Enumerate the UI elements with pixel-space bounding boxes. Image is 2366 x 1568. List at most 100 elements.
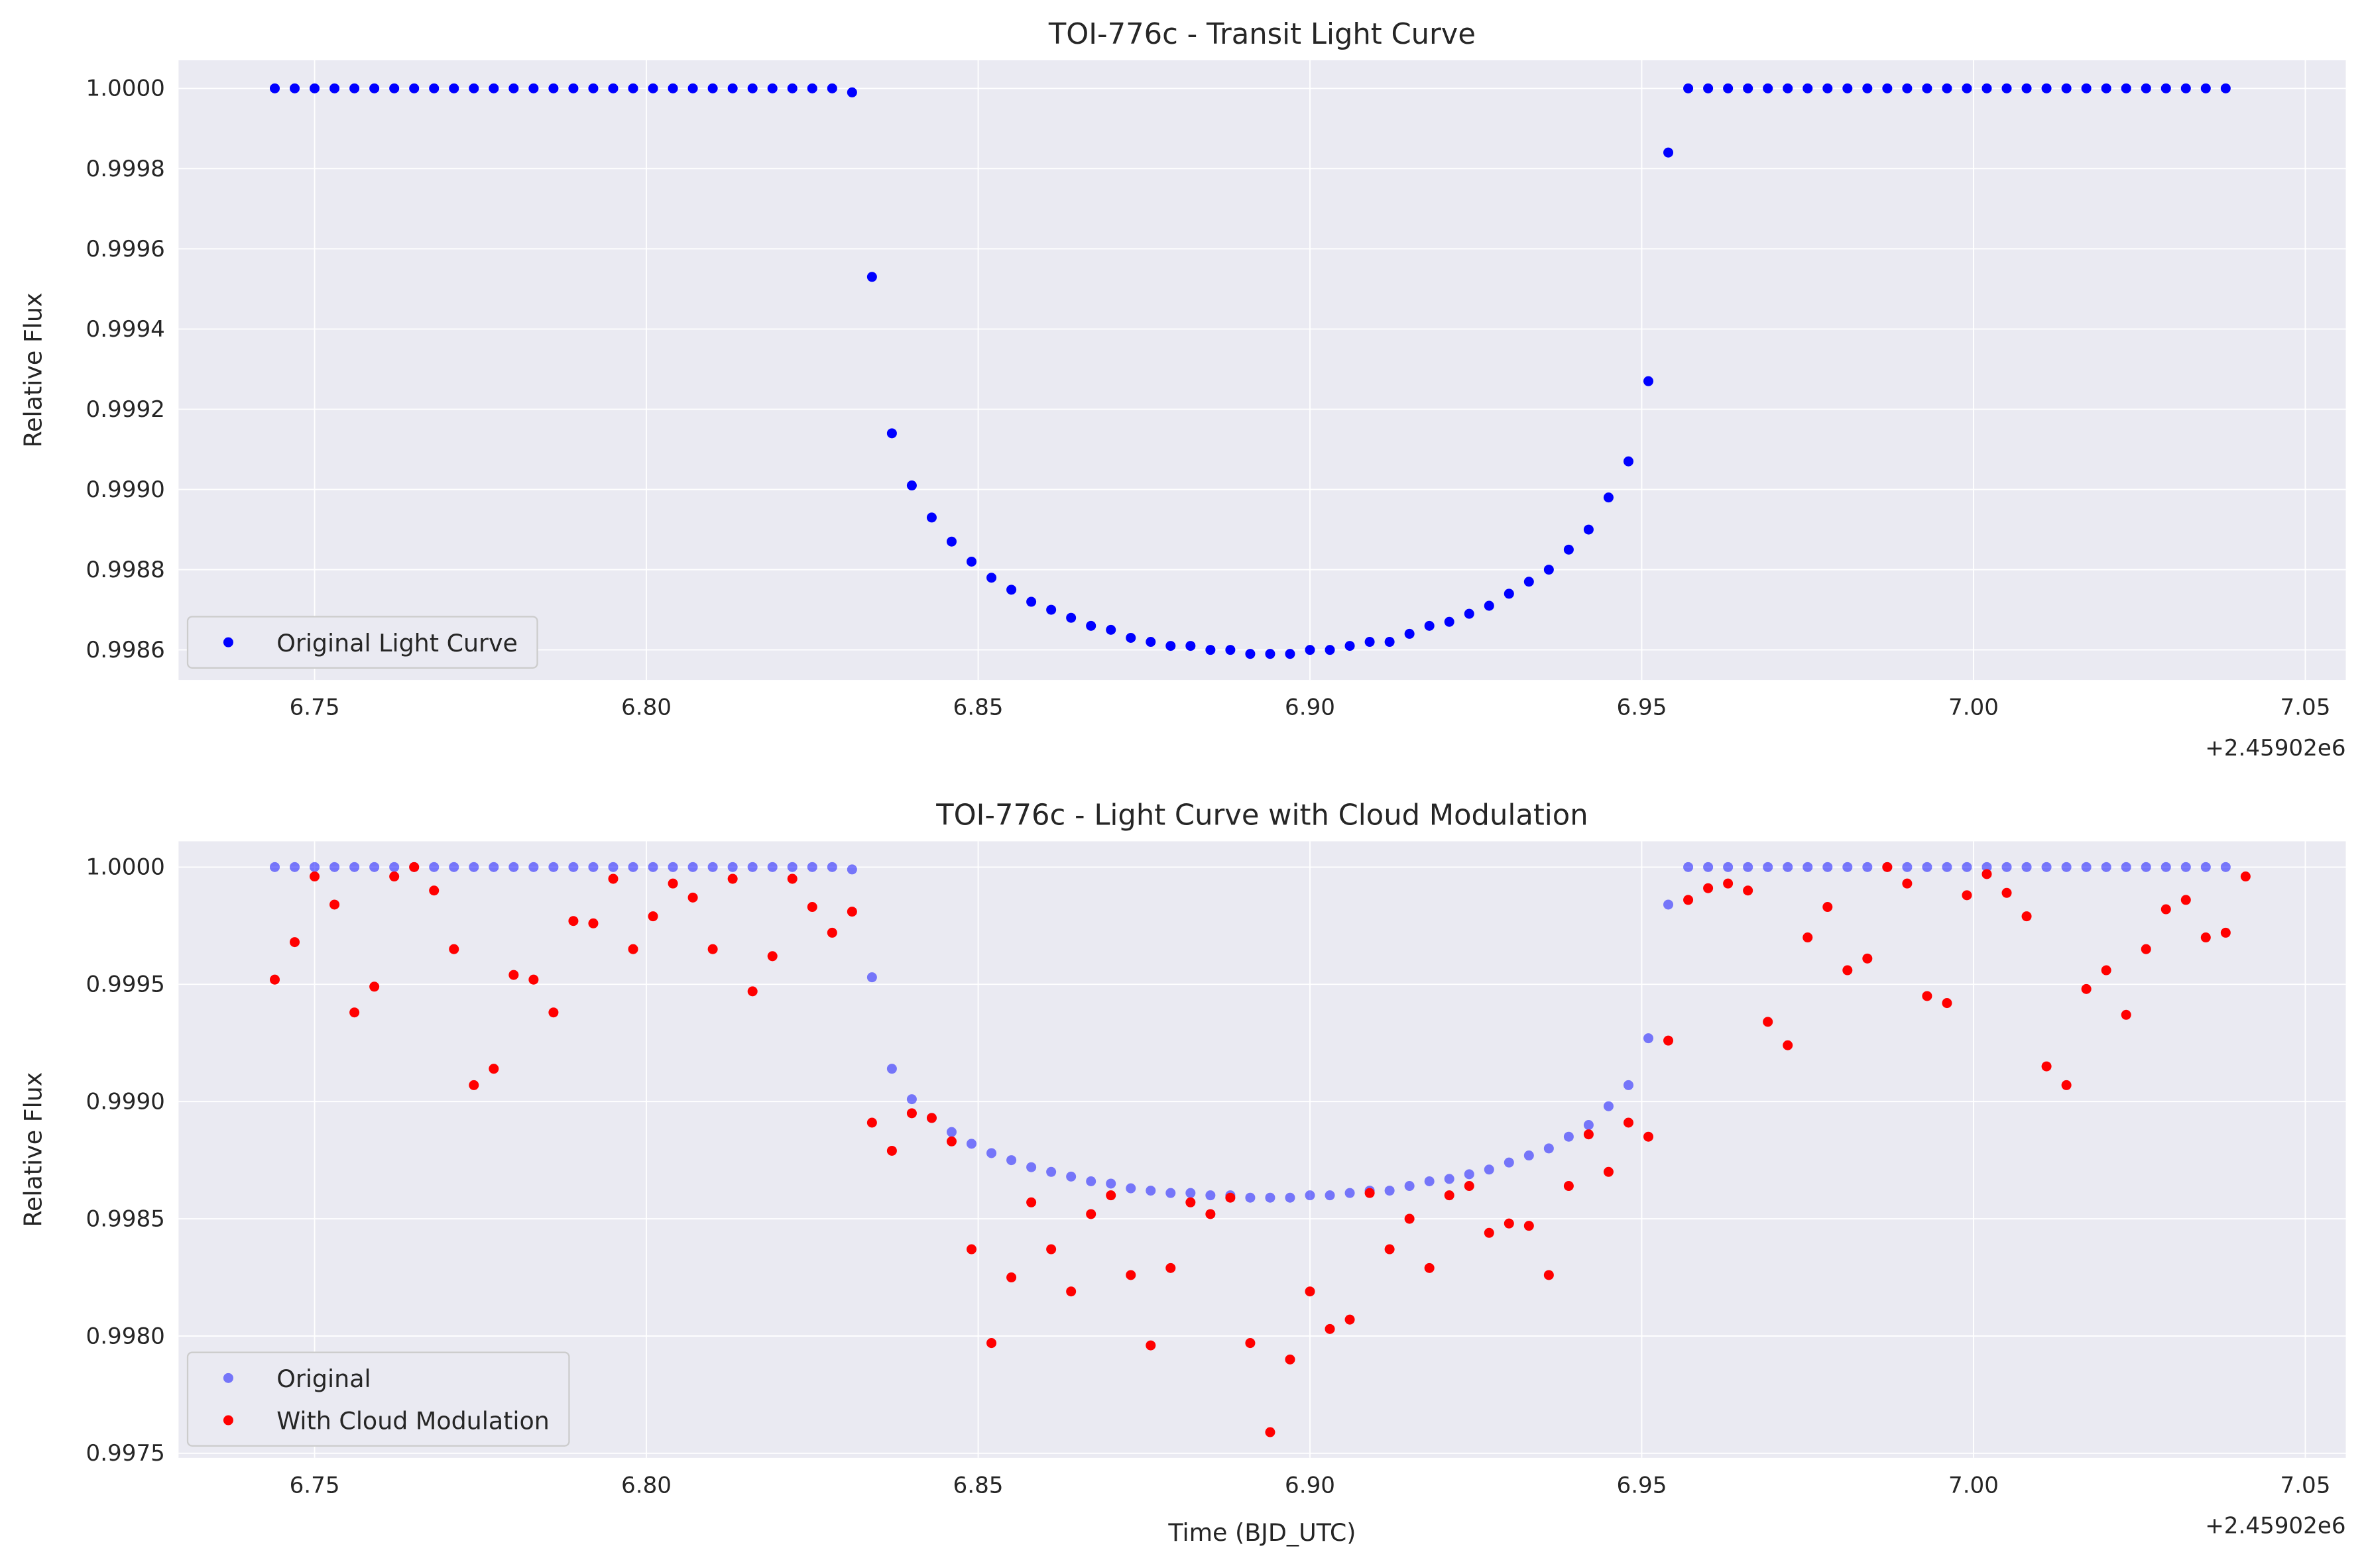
data-point: [1504, 1157, 1514, 1168]
data-point: [1026, 596, 1037, 607]
data-point: [807, 83, 817, 93]
legend-marker: [223, 1372, 233, 1383]
data-point: [528, 83, 539, 93]
data-point: [787, 873, 798, 884]
data-point: [847, 87, 857, 97]
data-point: [2101, 965, 2111, 976]
data-point: [1703, 862, 1714, 872]
data-point: [648, 862, 658, 872]
data-point: [1783, 1040, 1793, 1050]
data-point: [1822, 862, 1833, 872]
data-point: [1404, 1181, 1415, 1192]
legend-label: With Cloud Modulation: [276, 1407, 550, 1435]
y-tick-label: 0.9994: [86, 316, 165, 343]
data-point: [449, 944, 459, 954]
data-point: [349, 1007, 360, 1018]
data-point: [508, 83, 519, 93]
data-point: [1165, 1188, 1176, 1198]
data-point: [1703, 83, 1714, 93]
data-point: [369, 83, 380, 93]
data-point: [1205, 1209, 1216, 1219]
data-point: [2200, 932, 2211, 943]
data-point: [1723, 83, 1734, 93]
data-point: [508, 862, 519, 872]
y-axis-label: Relative Flux: [19, 1072, 47, 1227]
x-tick-label: 6.80: [621, 1472, 672, 1498]
data-point: [2180, 862, 2191, 872]
data-point: [1285, 649, 1295, 659]
data-point: [1444, 1174, 1454, 1184]
data-point: [827, 83, 837, 93]
data-point: [1543, 1270, 1554, 1280]
data-point: [1842, 965, 1853, 976]
data-point: [1743, 83, 1753, 93]
data-point: [489, 862, 499, 872]
y-tick-label: 0.9980: [86, 1323, 165, 1349]
data-point: [1583, 1129, 1594, 1140]
x-tick-label: 6.85: [953, 1472, 1004, 1498]
x-tick-label: 6.95: [1617, 694, 1667, 720]
data-point: [847, 907, 857, 917]
data-point: [2041, 862, 2052, 872]
data-point: [588, 918, 599, 928]
data-point: [1623, 1117, 1633, 1128]
data-point: [1424, 1176, 1435, 1186]
data-point: [1086, 620, 1096, 631]
data-point: [707, 944, 718, 954]
data-point: [1643, 1033, 1654, 1044]
data-point: [528, 862, 539, 872]
data-point: [1245, 649, 1256, 659]
data-point: [1086, 1209, 1096, 1219]
data-point: [1464, 1169, 1474, 1180]
data-point: [1185, 1197, 1196, 1207]
data-point: [1146, 637, 1156, 647]
data-point: [967, 1139, 977, 1149]
data-point: [1683, 862, 1694, 872]
data-point: [2141, 944, 2151, 954]
data-point: [449, 862, 459, 872]
data-point: [1265, 1427, 1275, 1437]
data-point: [1006, 1155, 1017, 1166]
data-point: [329, 862, 340, 872]
data-point: [429, 83, 440, 93]
data-point: [1484, 1227, 1494, 1238]
data-point: [608, 83, 619, 93]
data-point: [1364, 1188, 1375, 1198]
data-point: [1066, 1286, 1077, 1297]
data-point: [1285, 1354, 1295, 1365]
y-tick-label: 0.9990: [86, 476, 165, 503]
data-point: [2141, 83, 2151, 93]
data-point: [1743, 862, 1753, 872]
x-tick-label: 7.00: [1948, 694, 1999, 720]
data-point: [349, 862, 360, 872]
data-point: [1603, 1101, 1614, 1111]
data-point: [1822, 83, 1833, 93]
data-point: [866, 972, 877, 983]
data-point: [1106, 1178, 1116, 1189]
data-point: [1146, 1340, 1156, 1351]
data-point: [1046, 604, 1057, 615]
legend-box: [186, 616, 538, 669]
data-point: [469, 862, 479, 872]
data-point: [866, 1117, 877, 1128]
data-point: [807, 902, 817, 913]
data-point: [1523, 577, 1534, 587]
data-point: [1763, 83, 1773, 93]
data-point: [1962, 862, 1972, 872]
data-point: [1803, 932, 1813, 943]
data-point: [767, 951, 778, 962]
data-point: [1285, 1192, 1295, 1203]
data-point: [2101, 83, 2111, 93]
x-tick-label: 7.05: [2280, 694, 2330, 720]
data-point: [687, 862, 698, 872]
data-point: [588, 862, 599, 872]
data-point: [310, 83, 320, 93]
data-point: [548, 83, 559, 93]
data-point: [1922, 862, 1932, 872]
data-point: [409, 862, 420, 872]
data-point: [469, 83, 479, 93]
data-point: [2200, 83, 2211, 93]
data-point: [608, 873, 619, 884]
data-point: [727, 862, 738, 872]
